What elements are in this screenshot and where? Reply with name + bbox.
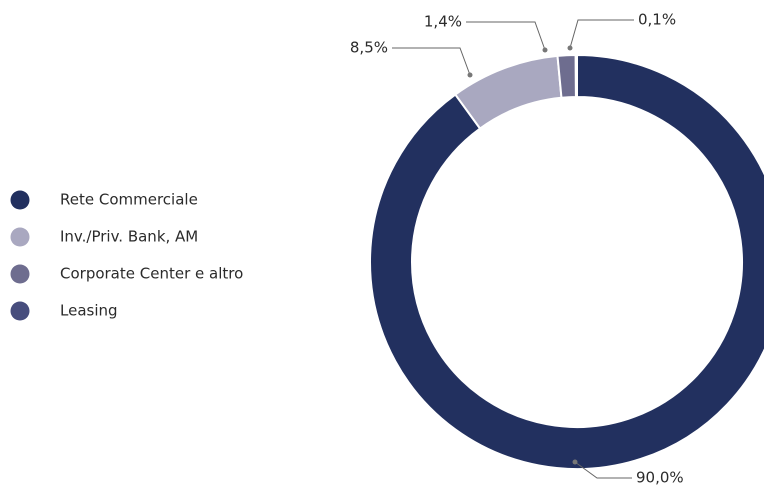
legend-label: Leasing bbox=[60, 302, 118, 320]
leader-line bbox=[569, 19, 634, 49]
legend-label: Rete Commerciale bbox=[60, 191, 198, 209]
leader-dot bbox=[467, 72, 473, 78]
donut-slice bbox=[369, 53, 764, 470]
donut-slice bbox=[556, 53, 577, 99]
data-label: 90,0% bbox=[636, 469, 684, 487]
legend-label: Inv./Priv. Bank, AM bbox=[60, 228, 198, 246]
legend-swatch bbox=[10, 227, 30, 247]
legend-label: Corporate Center e altro bbox=[60, 265, 243, 283]
leader-dot bbox=[572, 459, 578, 465]
donut-slice bbox=[574, 53, 578, 99]
leader-dot bbox=[567, 45, 573, 51]
leader-line bbox=[574, 461, 632, 479]
leader-dot bbox=[542, 47, 548, 53]
donut-slice bbox=[453, 54, 563, 130]
data-label: 8,5% bbox=[350, 39, 388, 57]
data-label: 1,4% bbox=[424, 13, 462, 31]
legend-swatch bbox=[10, 264, 30, 284]
legend-swatch bbox=[10, 301, 30, 321]
data-label: 0,1% bbox=[638, 11, 676, 29]
leader-line bbox=[466, 21, 546, 51]
leader-line bbox=[392, 47, 471, 76]
legend-swatch bbox=[10, 190, 30, 210]
